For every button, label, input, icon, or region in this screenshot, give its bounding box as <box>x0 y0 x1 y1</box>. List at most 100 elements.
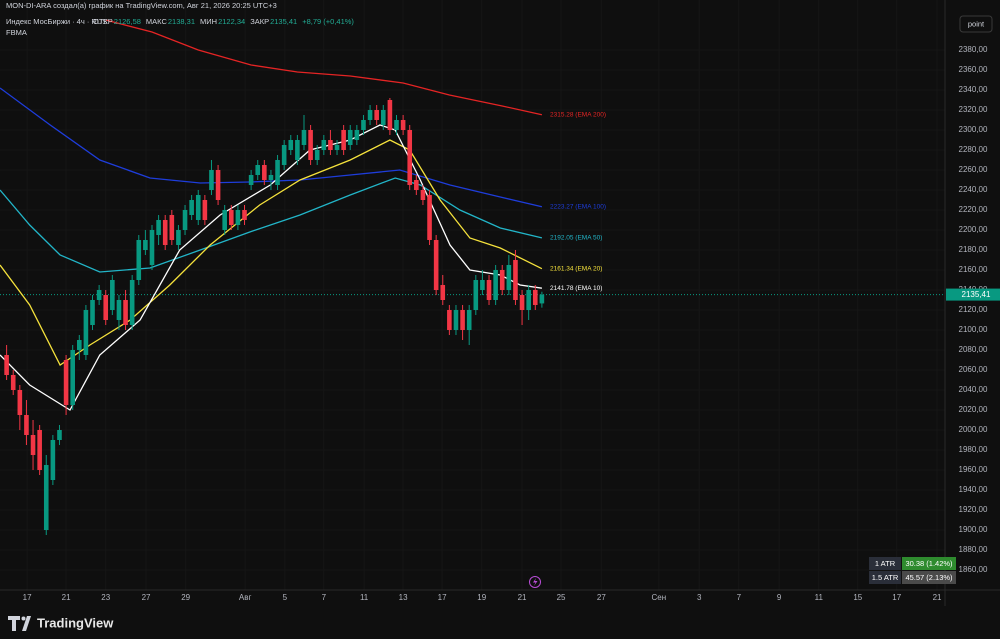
candle-body <box>387 100 393 130</box>
x-tick-label: 27 <box>597 593 606 602</box>
candle-body <box>427 195 432 240</box>
candle-body <box>143 240 148 250</box>
candle-body <box>116 300 122 320</box>
candle-body <box>374 110 379 120</box>
y-tick-label: 2220,00 <box>959 205 988 214</box>
y-tick-label: 2260,00 <box>959 165 988 174</box>
candle-body <box>440 285 446 300</box>
candle-body <box>480 280 485 290</box>
candle-body <box>453 310 459 330</box>
candle-body <box>308 130 313 160</box>
candle-body <box>513 260 518 300</box>
candle-body <box>209 170 214 190</box>
candle-body <box>499 270 505 290</box>
candle-body <box>248 175 254 185</box>
indicator: FBMA <box>6 28 27 37</box>
y-tick-label: 2380,00 <box>959 45 988 54</box>
candle-body <box>341 130 346 150</box>
atr-label-cell <box>869 557 901 570</box>
y-tick-label: 2120,00 <box>959 305 988 314</box>
candle-body <box>215 170 221 200</box>
candle-body <box>195 195 201 220</box>
candle-body <box>103 295 109 320</box>
y-tick-label: 2200,00 <box>959 225 988 234</box>
candle-body <box>519 295 525 310</box>
candle-body <box>149 230 155 265</box>
y-tick-label: 2020,00 <box>959 405 988 414</box>
ohlc-value: 2126,58 <box>114 17 141 26</box>
candle-body <box>24 415 29 435</box>
ohlc-label: МИН <box>200 17 217 26</box>
ema-line <box>0 139 543 366</box>
point-button-label[interactable]: point <box>968 19 985 28</box>
candle-body <box>70 350 75 405</box>
x-tick-label: 27 <box>142 593 151 602</box>
ohlc-value: 2122,34 <box>218 17 245 26</box>
candle-body <box>63 360 69 405</box>
y-tick-label: 1860,00 <box>959 565 988 574</box>
atr-value: 45.57 (2.13%) <box>905 573 953 582</box>
x-tick-label: 5 <box>283 593 288 602</box>
y-tick-label: 2040,00 <box>959 385 988 394</box>
footer-brand: TradingView <box>37 615 114 630</box>
candle-body <box>526 290 531 310</box>
candle-body <box>268 175 274 180</box>
x-tick-label: 21 <box>62 593 71 602</box>
candle-body <box>43 465 49 530</box>
ohlc-value: 2138,31 <box>168 17 195 26</box>
alert-bolt[interactable] <box>533 578 538 586</box>
candle-body <box>37 430 42 470</box>
candle-body <box>328 140 333 150</box>
candle-body <box>295 140 300 160</box>
x-tick-label: 17 <box>438 593 447 602</box>
candle-body <box>110 280 115 310</box>
atr-value-cell <box>902 557 956 570</box>
legend: Индекс МосБиржи · 4ч · RUS FBMA ОТКР 2126… <box>6 17 354 37</box>
x-tick-label: 23 <box>101 593 110 602</box>
candle-body <box>129 280 135 325</box>
atr-value-cell <box>902 571 956 584</box>
candle-body <box>281 145 287 165</box>
candle-body <box>202 200 208 220</box>
ema-label: 2161.34 (EMA 20) <box>550 265 602 272</box>
candle-body <box>486 280 492 300</box>
y-tick-label: 2340,00 <box>959 85 988 94</box>
candle-body <box>77 340 82 350</box>
atr-table: 1 ATR 30.38 (1.42%) 1.5 ATR 45.57 (2.13%) <box>869 557 956 584</box>
ema-label: 2315.28 (EMA 200) <box>550 111 606 118</box>
candle-body <box>169 215 175 240</box>
y-tick-label: 2060,00 <box>959 365 988 374</box>
candle-body <box>321 140 327 150</box>
candle-body <box>96 290 102 300</box>
x-tick-label: Авг <box>239 593 252 602</box>
x-tick-label: 19 <box>477 593 486 602</box>
candle-body <box>380 110 386 125</box>
point-button[interactable] <box>959 15 993 33</box>
candle-body <box>394 120 399 130</box>
candle-body <box>414 180 419 190</box>
candle-body <box>176 230 181 245</box>
x-tick-label: 13 <box>399 593 408 602</box>
plot-area: 2315.28 (EMA 200) 2223.27 (EMA 100) 2192.0… <box>0 19 945 535</box>
atr-label: 1 ATR <box>875 559 896 568</box>
candle-body <box>361 120 366 130</box>
candle-body <box>407 130 413 185</box>
ema-line <box>0 177 543 273</box>
y-tick-label: 1880,00 <box>959 545 988 554</box>
candle-body <box>447 310 452 330</box>
alert-icon[interactable] <box>529 576 541 588</box>
ohlc-label: МАКС <box>146 17 168 26</box>
last-price-tag <box>946 288 1000 301</box>
x-tick-label: 21 <box>518 593 527 602</box>
y-tick-label: 2320,00 <box>959 105 988 114</box>
last-price-label: 2135,41 <box>962 290 991 299</box>
y-tick-label: 2280,00 <box>959 145 988 154</box>
candle-body <box>57 430 62 440</box>
alert-circle[interactable] <box>529 576 541 588</box>
ohlc-label: ЗАКР <box>250 17 269 26</box>
candle-body <box>532 290 538 305</box>
candle-body <box>182 210 188 230</box>
ohlc-label: ОТКР <box>93 17 113 26</box>
candle-body <box>400 120 406 130</box>
x-tick-label: 21 <box>933 593 942 602</box>
